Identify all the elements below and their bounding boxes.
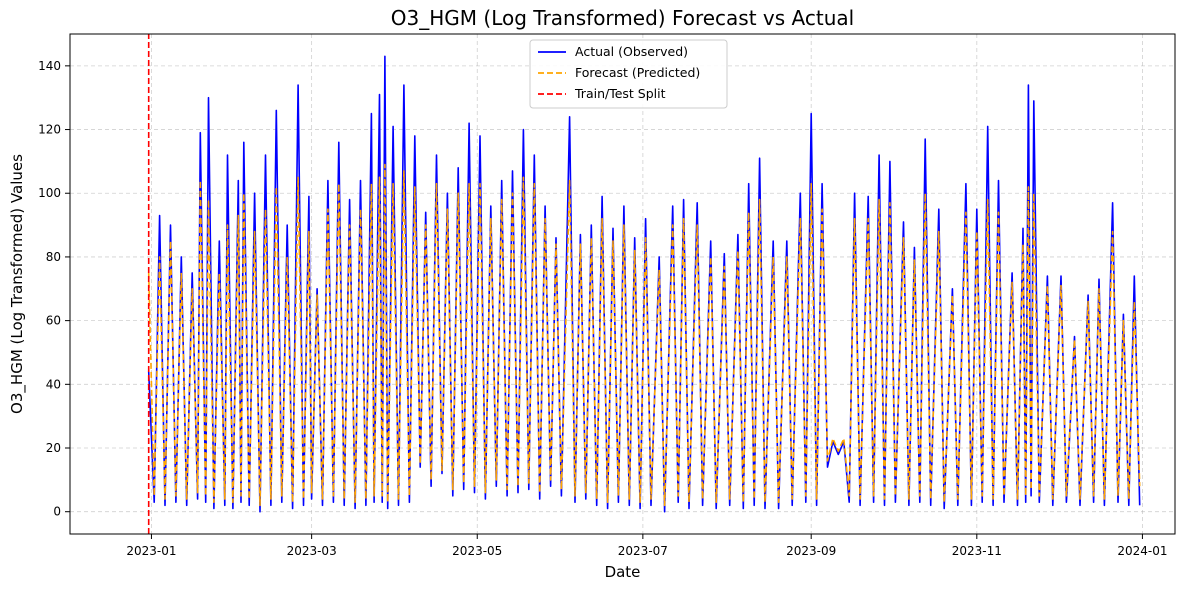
x-tick-label: 2023-09 — [786, 544, 836, 558]
y-tick-label: 140 — [38, 59, 61, 73]
x-tick-label: 2023-11 — [952, 544, 1002, 558]
legend-item-actual-label: Actual (Observed) — [575, 44, 688, 59]
x-tick-label: 2023-01 — [126, 544, 176, 558]
plot-frame — [69, 33, 1176, 535]
y-tick-label: 20 — [46, 441, 61, 455]
series-line-forecast — [147, 163, 1141, 507]
legend: Actual (Observed) Forecast (Predicted) Tra… — [529, 39, 728, 109]
y-axis: 0 20 40 60 80 100 120 140 — [38, 59, 70, 519]
x-tick-label: 2023-03 — [287, 544, 337, 558]
x-tick-label: 2023-05 — [452, 544, 502, 558]
x-axis-label: Date — [605, 563, 641, 581]
x-axis: 2023-01 2023-03 2023-05 2023-07 2023-09 2023-… — [126, 534, 1167, 558]
y-tick-label: 100 — [38, 186, 61, 200]
y-tick-label: 80 — [46, 250, 61, 264]
legend-item-forecast-label: Forecast (Predicted) — [575, 65, 700, 80]
legend-box — [529, 39, 728, 109]
y-tick-label: 40 — [46, 377, 61, 391]
x-tick-label: 2023-07 — [618, 544, 668, 558]
legend-items: Actual (Observed) Forecast (Predicted) Tra… — [538, 44, 700, 101]
y-tick-label: 60 — [46, 314, 61, 328]
x-tick-label: 2024-01 — [1117, 544, 1167, 558]
series-layer — [147, 34, 1141, 534]
chart-title: O3_HGM (Log Transformed) Forecast vs Act… — [391, 6, 854, 30]
y-tick-label: 120 — [38, 123, 61, 137]
legend-item-split-label: Train/Test Split — [574, 86, 666, 101]
y-tick-label: 0 — [53, 505, 61, 519]
y-axis-label: O3_HGM (Log Transformed) Values — [8, 154, 27, 414]
